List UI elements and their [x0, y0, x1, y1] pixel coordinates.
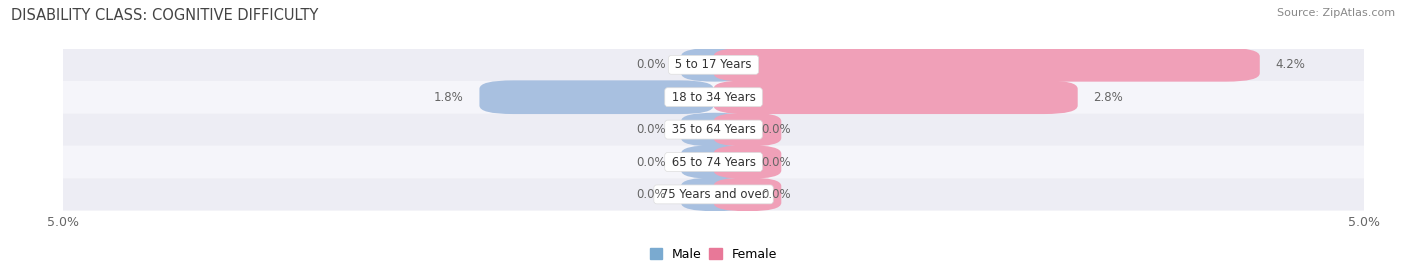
FancyBboxPatch shape — [713, 178, 782, 211]
Text: DISABILITY CLASS: COGNITIVE DIFFICULTY: DISABILITY CLASS: COGNITIVE DIFFICULTY — [11, 8, 319, 23]
Text: 1.8%: 1.8% — [434, 91, 464, 104]
Text: 0.0%: 0.0% — [636, 188, 665, 201]
FancyBboxPatch shape — [479, 80, 713, 114]
Text: 35 to 64 Years: 35 to 64 Years — [668, 123, 759, 136]
FancyBboxPatch shape — [60, 113, 1367, 146]
FancyBboxPatch shape — [713, 145, 782, 179]
FancyBboxPatch shape — [681, 178, 749, 211]
Text: Source: ZipAtlas.com: Source: ZipAtlas.com — [1277, 8, 1395, 18]
FancyBboxPatch shape — [60, 81, 1367, 113]
Text: 0.0%: 0.0% — [762, 123, 792, 136]
FancyBboxPatch shape — [681, 145, 749, 179]
Text: 0.0%: 0.0% — [636, 58, 665, 71]
FancyBboxPatch shape — [60, 178, 1367, 211]
Text: 0.0%: 0.0% — [762, 156, 792, 168]
FancyBboxPatch shape — [681, 113, 749, 146]
FancyBboxPatch shape — [713, 80, 1078, 114]
Legend: Male, Female: Male, Female — [645, 243, 782, 266]
FancyBboxPatch shape — [713, 113, 782, 146]
Text: 75 Years and over: 75 Years and over — [657, 188, 770, 201]
FancyBboxPatch shape — [60, 49, 1367, 81]
Text: 2.8%: 2.8% — [1094, 91, 1123, 104]
Text: 4.2%: 4.2% — [1275, 58, 1305, 71]
FancyBboxPatch shape — [681, 48, 749, 82]
Text: 0.0%: 0.0% — [636, 123, 665, 136]
Text: 0.0%: 0.0% — [762, 188, 792, 201]
Text: 0.0%: 0.0% — [636, 156, 665, 168]
FancyBboxPatch shape — [713, 48, 1260, 82]
FancyBboxPatch shape — [60, 146, 1367, 178]
Text: 18 to 34 Years: 18 to 34 Years — [668, 91, 759, 104]
Text: 5 to 17 Years: 5 to 17 Years — [672, 58, 755, 71]
Text: 65 to 74 Years: 65 to 74 Years — [668, 156, 759, 168]
